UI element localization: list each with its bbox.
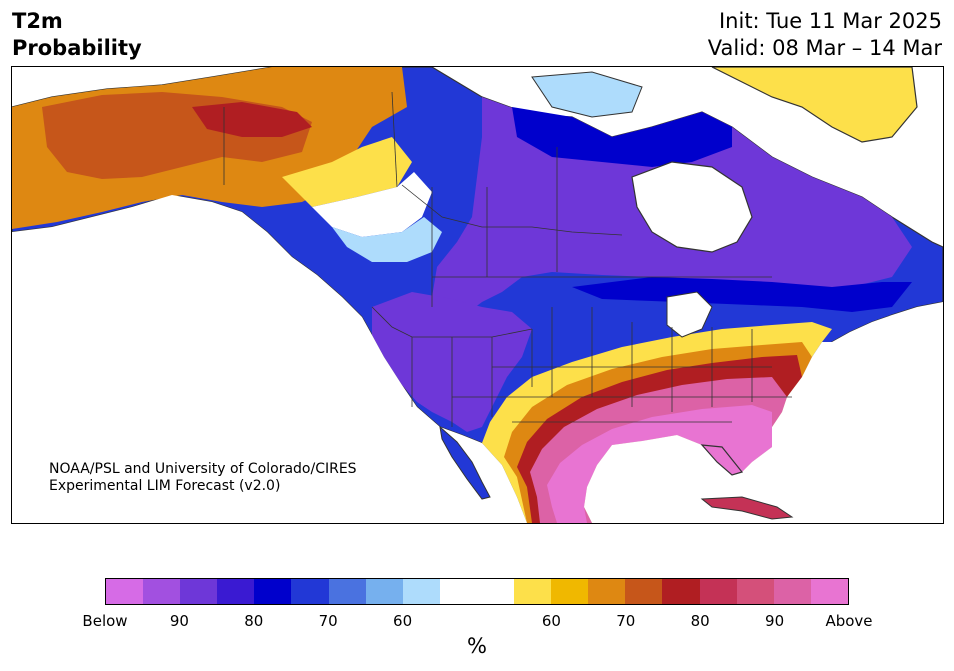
colorbar-swatch	[402, 579, 440, 604]
cuba	[700, 496, 794, 520]
colorbar-swatch	[699, 579, 737, 604]
colorbar-swatch	[551, 579, 589, 604]
colorbar-swatch	[736, 579, 774, 604]
credit-line-1: NOAA/PSL and University of Colorado/CIRE…	[49, 461, 357, 477]
region-nw-neutral	[312, 172, 432, 237]
hudson-bay	[631, 161, 753, 253]
colorbar-swatch	[365, 579, 403, 604]
political-borders	[223, 91, 792, 427]
colorbar-swatch	[625, 579, 663, 604]
colorbar	[105, 578, 849, 605]
colorbar-tick-label: 80	[244, 612, 264, 630]
colorbar-tick-label: 60	[541, 612, 561, 630]
colorbar-swatch	[773, 579, 811, 604]
colorbar-tick-label: 70	[616, 612, 636, 630]
init-date: Init: Tue 11 Mar 2025	[718, 9, 942, 33]
colorbar-tick-label: 90	[169, 612, 189, 630]
colorbar-tick-label: 80	[690, 612, 710, 630]
colorbar-swatch	[180, 579, 218, 604]
map-title: T2m Probability	[12, 8, 142, 62]
atlantic-ocean	[584, 302, 943, 523]
pacific-ocean	[12, 195, 527, 523]
region-canada-below-dark	[512, 107, 732, 167]
colorbar-swatch	[588, 579, 626, 604]
colorbar-swatch	[662, 579, 700, 604]
colorbar-tick-label: Below	[82, 612, 128, 630]
arctic-islands	[531, 71, 643, 118]
region-yukon-above-60	[282, 137, 412, 207]
colorbar-swatch	[514, 579, 552, 604]
florida	[700, 444, 744, 476]
baja-california	[439, 425, 491, 500]
colorbar-swatch	[106, 579, 144, 604]
greenland	[711, 67, 918, 143]
probability-map	[11, 66, 944, 524]
region-alaska-above-90	[192, 102, 312, 137]
colorbar-swatch	[439, 579, 477, 604]
colorbar-swatch	[476, 579, 515, 604]
region-nw-below-60	[332, 217, 442, 262]
colorbar-swatch	[254, 579, 292, 604]
colorbar-swatch	[143, 579, 181, 604]
colorbar-tick-label: 70	[318, 612, 338, 630]
colorbar-swatch	[217, 579, 255, 604]
forecast-dates: Init: Tue 11 Mar 2025 Valid: 08 Mar – 14…	[708, 8, 942, 62]
valid-range: Valid: 08 Mar – 14 Mar	[707, 36, 942, 60]
region-southeast-above	[547, 405, 772, 523]
great-lakes	[666, 291, 713, 338]
credit-line-2: Experimental LIM Forecast (v2.0)	[49, 478, 281, 494]
title-variable: T2m	[12, 9, 63, 33]
colorbar-swatch	[328, 579, 366, 604]
map-svg	[12, 67, 943, 523]
colorbar-tick-label: 90	[765, 612, 785, 630]
colorbar-unit: %	[467, 634, 487, 658]
region-great-lakes-below	[572, 277, 912, 312]
title-product: Probability	[12, 36, 142, 60]
colorbar-tick-label: Above	[825, 612, 873, 630]
colorbar-swatch	[810, 579, 848, 604]
map-credit: NOAA/PSL and University of Colorado/CIRE…	[49, 461, 357, 495]
colorbar-swatch	[291, 579, 329, 604]
colorbar-tick-label: 60	[393, 612, 413, 630]
